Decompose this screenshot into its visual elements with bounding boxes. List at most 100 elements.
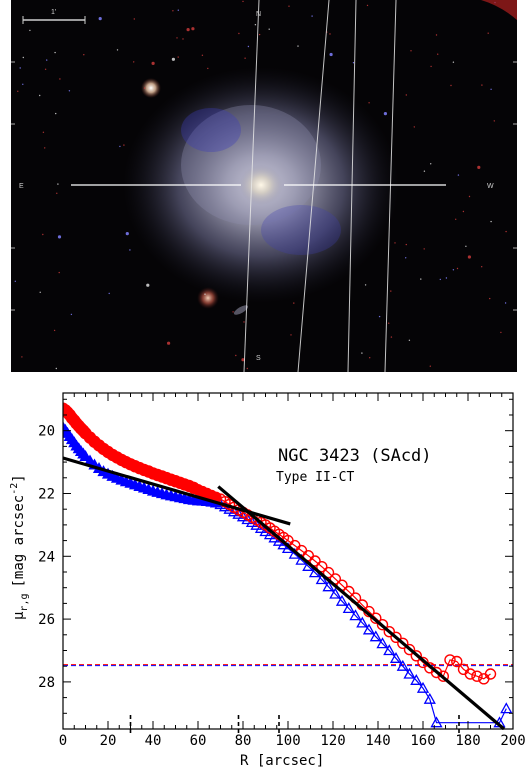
field-star	[311, 15, 312, 16]
field-star	[152, 62, 155, 65]
field-star	[144, 87, 145, 88]
field-star	[57, 183, 58, 184]
field-star	[469, 196, 470, 197]
x-axis-label: R [arcsec]	[240, 753, 324, 769]
field-star	[458, 174, 459, 175]
field-star	[202, 55, 203, 56]
field-star	[123, 144, 124, 145]
field-star	[172, 10, 173, 11]
field-star	[29, 30, 30, 31]
field-star	[329, 33, 330, 34]
field-star	[133, 61, 134, 62]
field-star	[39, 95, 40, 96]
galaxy-image: 1' N E W S	[11, 0, 517, 372]
field-star	[440, 279, 441, 280]
field-star	[187, 28, 190, 31]
x-tick-label: 160	[410, 733, 435, 749]
field-star	[430, 163, 431, 164]
field-star	[297, 45, 298, 46]
field-star	[436, 34, 437, 35]
field-star	[55, 113, 56, 114]
field-star	[409, 340, 410, 341]
field-star	[44, 147, 45, 148]
field-star	[288, 6, 289, 7]
field-star	[117, 49, 118, 50]
field-star	[293, 302, 294, 303]
y-tick-label: 20	[38, 424, 55, 440]
y-tick-label: 28	[38, 675, 55, 691]
field-star	[191, 27, 194, 30]
chart-title: NGC 3423 (SAcd)	[278, 446, 432, 466]
fit-line	[63, 458, 290, 524]
field-star	[330, 53, 333, 56]
field-star	[490, 89, 491, 90]
field-star	[368, 102, 369, 103]
field-star	[437, 54, 438, 55]
field-star	[465, 246, 466, 247]
field-star	[369, 357, 370, 358]
field-star	[424, 248, 425, 249]
field-star	[353, 62, 354, 63]
field-star	[71, 314, 72, 315]
field-star	[468, 255, 471, 258]
x-tick-label: 180	[455, 733, 480, 749]
field-star	[56, 368, 57, 369]
field-star	[430, 366, 431, 367]
field-star	[69, 90, 70, 91]
x-tick-label: 100	[275, 733, 300, 749]
field-star	[384, 112, 387, 115]
x-tick-label: 40	[145, 733, 162, 749]
field-star	[235, 355, 236, 356]
field-star	[242, 1, 243, 2]
field-star	[172, 58, 175, 61]
y-axis-label-close: ]	[11, 474, 27, 482]
y-tick-label: 26	[38, 612, 55, 628]
x-tick-label: 0	[59, 733, 67, 749]
compass-west: W	[487, 183, 494, 190]
field-star	[505, 231, 506, 232]
field-star	[455, 219, 456, 220]
companion-galaxy	[197, 287, 219, 309]
field-star	[204, 294, 205, 295]
x-tick-label: 140	[365, 733, 390, 749]
x-tick-label: 200	[500, 733, 525, 749]
field-star	[365, 284, 366, 285]
field-star	[367, 5, 368, 6]
field-star	[59, 78, 60, 79]
field-star	[232, 311, 233, 312]
field-star	[207, 68, 208, 69]
field-star	[481, 84, 482, 85]
field-star	[269, 29, 270, 30]
field-star	[490, 221, 491, 222]
field-star	[247, 368, 248, 369]
field-star	[22, 84, 23, 85]
field-star	[361, 352, 362, 353]
y-axis-label-exp: -2	[9, 483, 20, 495]
field-star	[40, 292, 41, 293]
field-star	[391, 336, 392, 337]
field-star	[176, 37, 177, 38]
field-star	[410, 50, 411, 51]
field-star	[477, 166, 480, 169]
field-star	[43, 132, 44, 133]
field-star	[126, 232, 129, 235]
field-star	[290, 334, 291, 335]
field-star	[182, 38, 183, 39]
x-tick-label: 20	[100, 733, 117, 749]
field-star	[23, 57, 24, 58]
field-star	[46, 59, 47, 60]
field-star	[390, 290, 391, 291]
field-star	[494, 120, 495, 121]
field-star	[505, 302, 506, 303]
field-star	[388, 323, 389, 324]
field-star	[420, 278, 421, 279]
field-star	[15, 281, 16, 282]
y-axis-label-units: [mag arcsec	[11, 495, 27, 588]
field-star	[424, 171, 425, 172]
field-star	[146, 284, 149, 287]
field-star	[56, 193, 57, 194]
field-star	[99, 17, 102, 20]
field-star	[453, 62, 454, 63]
field-star	[394, 242, 395, 243]
